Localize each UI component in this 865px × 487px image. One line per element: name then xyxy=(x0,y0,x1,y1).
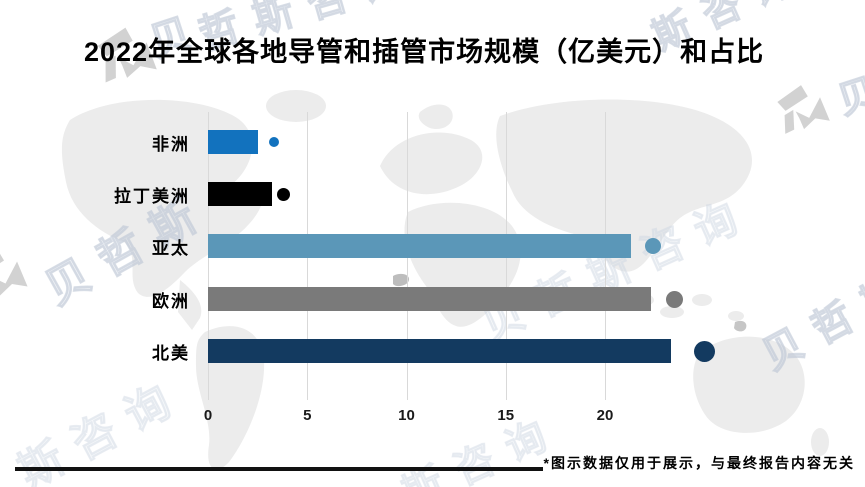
x-tick-label: 20 xyxy=(596,407,614,424)
bar-拉丁美洲[interactable] xyxy=(208,182,272,206)
marker-dot-欧洲[interactable] xyxy=(665,290,683,308)
x-tick-label: 0 xyxy=(203,407,213,424)
brand-logo-icon xyxy=(97,27,157,83)
plot-area: 0 5 10 15 20 非洲拉丁美洲亚太欧洲北美 xyxy=(114,112,715,424)
category-label: 拉丁美洲 xyxy=(114,187,190,206)
disclaimer-footnote: *图示数据仅用于展示，与最终报告内容无关 xyxy=(543,455,855,471)
footer-divider-line xyxy=(15,467,543,471)
category-label: 非洲 xyxy=(152,135,190,154)
category-label: 亚太 xyxy=(152,239,190,258)
x-tick-label: 15 xyxy=(497,407,515,424)
brand-logo-icon xyxy=(777,85,830,134)
category-label: 欧洲 xyxy=(152,292,190,311)
bar-非洲[interactable] xyxy=(208,130,258,154)
bar-欧洲[interactable] xyxy=(208,287,651,311)
marker-dot-拉丁美洲[interactable] xyxy=(276,187,290,201)
bar-北美[interactable] xyxy=(208,339,671,363)
category-label: 北美 xyxy=(152,344,190,363)
bar-亚太[interactable] xyxy=(208,234,631,258)
chart-title: 2022年全球各地导管和插管市场规模（亿美元）和占比 xyxy=(84,37,765,67)
marker-dot-非洲[interactable] xyxy=(268,137,279,147)
brand-logo-icon xyxy=(0,248,28,296)
x-tick-label: 5 xyxy=(303,407,312,424)
x-tick-label: 10 xyxy=(398,407,415,424)
marker-dot-北美[interactable] xyxy=(693,340,715,362)
marker-dot-亚太[interactable] xyxy=(644,238,661,254)
